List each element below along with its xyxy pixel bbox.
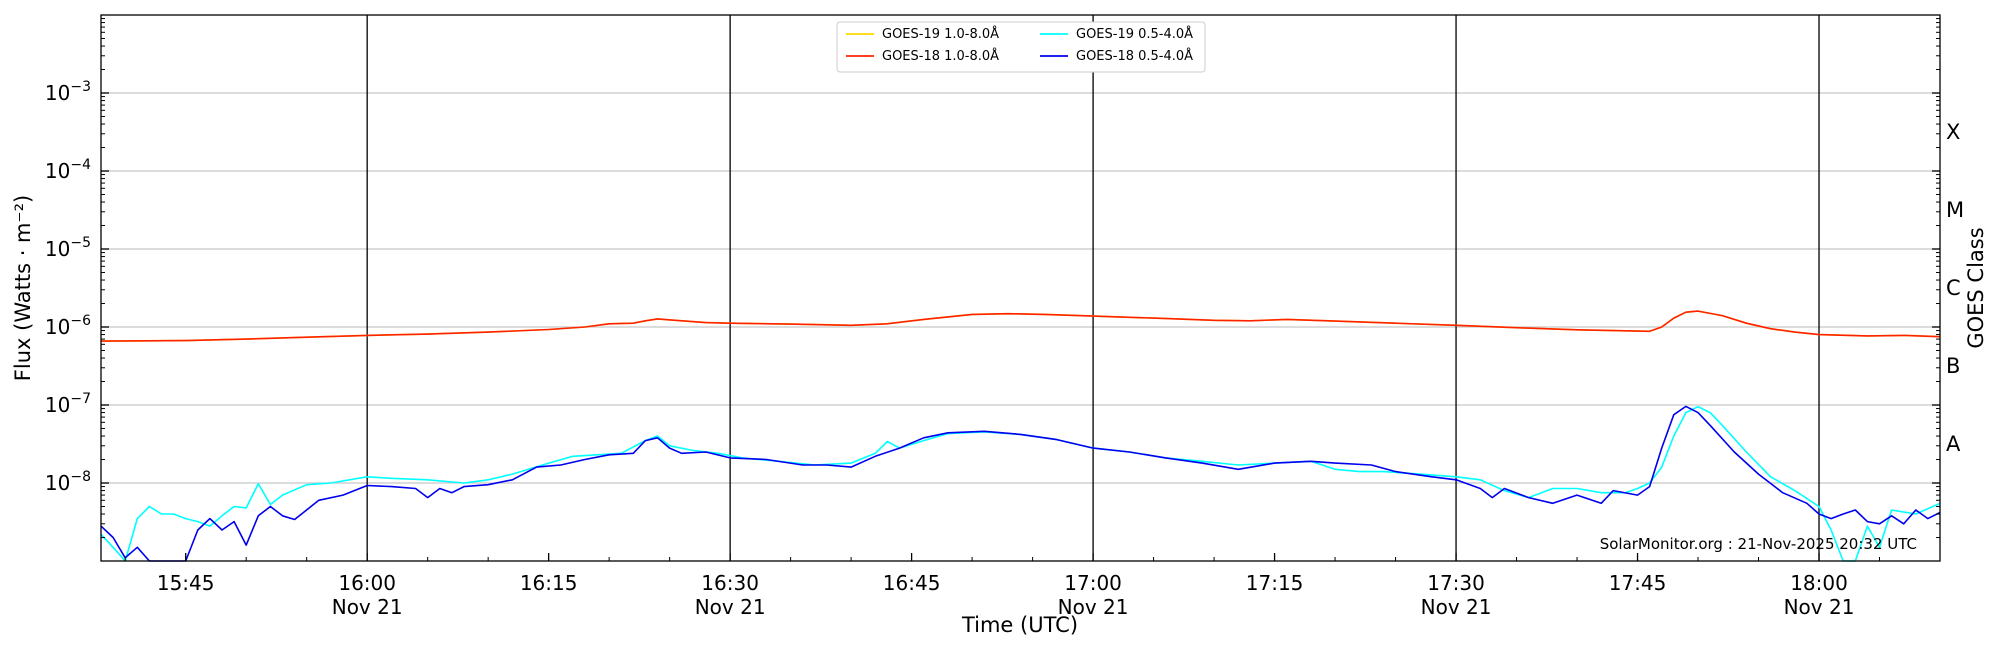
x-tick-label: 16:30 [701, 571, 759, 595]
x-tick-label: 16:00 [338, 571, 396, 595]
x-tick-label: 16:45 [883, 571, 941, 595]
legend-label: GOES-18 1.0-8.0Å [882, 48, 999, 64]
y-tick-label: 10−3 [45, 79, 91, 105]
legend-box [836, 21, 1206, 73]
x-tick-date-label: Nov 21 [332, 595, 403, 619]
goes-class-label: C [1946, 276, 1961, 300]
legend-label: GOES-18 0.5-4.0Å [1076, 48, 1193, 64]
y-axis-ticks: 10−3 10−4 10−5 10−6 10−7 10−8 [45, 18, 1940, 539]
x-tick-date-label: Nov 21 [1058, 595, 1129, 619]
x-tick-label: 16:15 [520, 571, 578, 595]
x-tick-date-label: Nov 21 [1421, 595, 1492, 619]
goes-class-label: M [1946, 198, 1964, 222]
x-tick-label: 17:45 [1609, 571, 1667, 595]
x-tick-label: 15:45 [157, 571, 215, 595]
vertical-day-lines [366, 15, 1820, 561]
y-tick-label: 10−8 [45, 469, 91, 495]
x-tick-label: 18:00 [1790, 571, 1848, 595]
y-tick-label: 10−5 [45, 235, 91, 261]
watermark: SolarMonitor.org : 21-Nov-2025 20:32 UTC [1600, 535, 1917, 553]
y-tick-label: 10−6 [45, 313, 91, 339]
series-layer [100, 310, 1941, 562]
legend-label: GOES-19 0.5-4.0Å [1076, 26, 1193, 42]
x-tick-date-label: Nov 21 [695, 595, 766, 619]
y-axis-title: Flux (Watts · m⁻²) [11, 195, 35, 381]
series-line-3 [100, 405, 1941, 562]
goes-class-label: X [1946, 120, 1960, 144]
series-line-1 [100, 310, 1941, 342]
x-tick-date-label: Nov 21 [1784, 595, 1855, 619]
goes-class-label: A [1946, 432, 1961, 456]
x-tick-label: 17:00 [1064, 571, 1122, 595]
x-axis-title: Time (UTC) [961, 613, 1078, 637]
plot-background [101, 15, 1940, 561]
x-tick-label: 17:15 [1246, 571, 1304, 595]
goes-class-labels: X M C B A [1946, 120, 1964, 456]
y2-axis-title: GOES Class [1964, 227, 1988, 348]
y-tick-label: 10−7 [45, 391, 91, 417]
plot-frame [100, 14, 1941, 562]
x-tick-label: 17:30 [1427, 571, 1485, 595]
goes-class-label: B [1946, 354, 1960, 378]
legend-label: GOES-19 1.0-8.0Å [882, 26, 999, 42]
grid-lines [101, 92, 1940, 484]
y-tick-label: 10−4 [45, 157, 91, 183]
legend: GOES-19 1.0-8.0Å GOES-18 1.0-8.0Å GOES-19 … [836, 21, 1206, 73]
